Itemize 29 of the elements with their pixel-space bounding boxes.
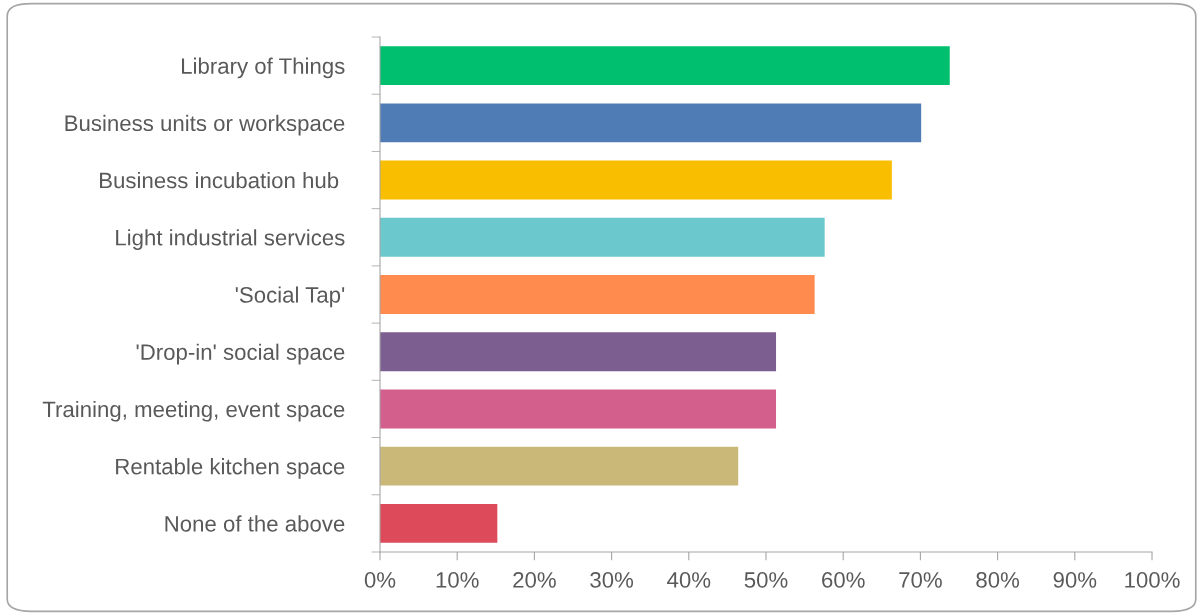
y-tick-label: 'Drop-in' social space [136, 343, 345, 365]
x-tick-label: 50% [744, 572, 788, 588]
x-tick-label: 100% [1125, 572, 1180, 588]
bar [380, 332, 777, 372]
x-tick-label: 0% [364, 572, 396, 588]
bar [380, 389, 777, 429]
x-tick-label: 80% [976, 572, 1020, 588]
y-tick-label: Library of Things [182, 57, 345, 79]
bar [380, 160, 892, 200]
bar [380, 503, 498, 543]
y-tick-label: Business units or workspace [65, 114, 345, 136]
y-tick-label: Training, meeting, event space [42, 400, 345, 422]
y-tick-label: None of the above [165, 515, 345, 532]
y-tick-label: Rentable kitchen space [116, 458, 345, 479]
x-tick-label: 40% [667, 572, 711, 588]
y-tick-label: Light industrial services [116, 229, 345, 250]
bar [380, 103, 922, 143]
x-tick-label: 70% [899, 572, 942, 588]
x-tick-label: 90% [1053, 572, 1097, 588]
bar [380, 446, 739, 486]
bar [380, 46, 950, 86]
x-tick-label: 20% [513, 572, 556, 588]
x-tick-label: 60% [822, 572, 865, 588]
bar [380, 217, 825, 257]
y-tick-label: 'Social Tap' [235, 286, 345, 308]
y-tick-label: Business incubation hub [100, 172, 339, 189]
bar [380, 275, 815, 314]
x-tick-label: 30% [590, 572, 634, 588]
x-tick-label: 10% [436, 572, 479, 588]
